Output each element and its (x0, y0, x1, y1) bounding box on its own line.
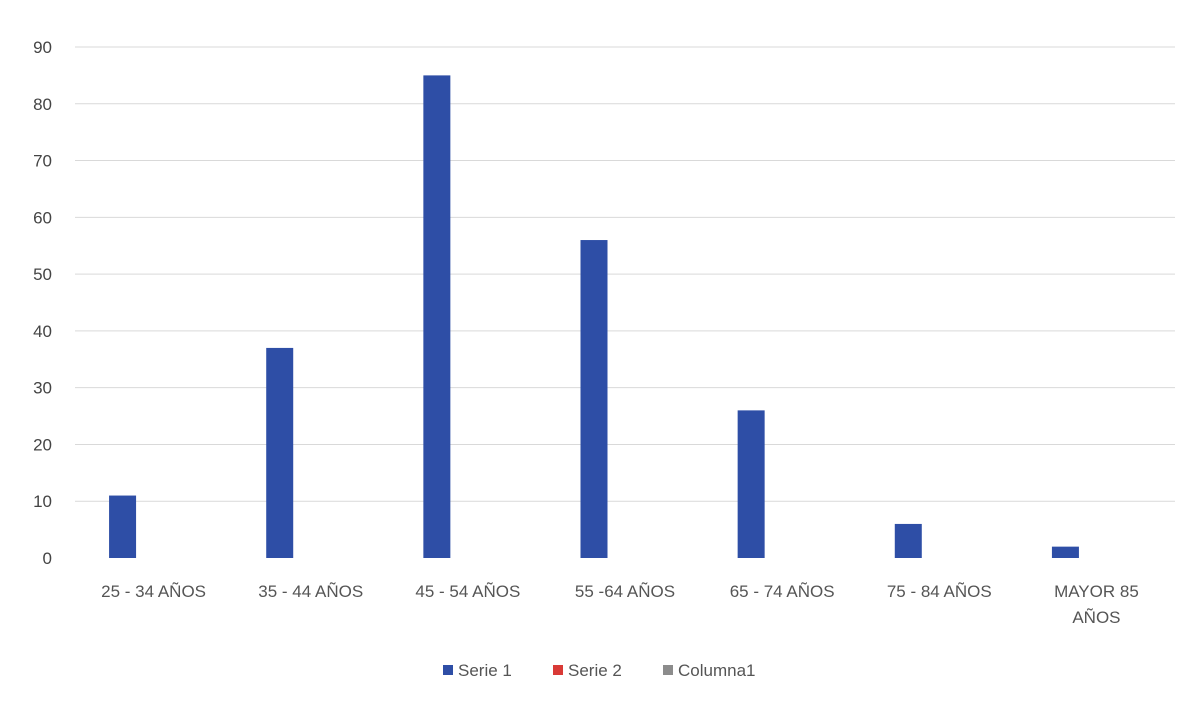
grid-layer (75, 46, 1175, 502)
bar-6-serie-1 (894, 523, 922, 558)
y-tick-label: 50 (33, 265, 52, 284)
bar-2-serie-1 (266, 347, 294, 558)
x-tick-label: MAYOR 85 (1054, 582, 1139, 601)
legend-label-1: Serie 1 (458, 661, 512, 680)
y-tick-label: 90 (33, 38, 52, 57)
y-tick-label: 60 (33, 208, 52, 227)
bar-5-serie-1 (737, 410, 765, 558)
x-axis-ticks: 25 - 34 AÑOS 35 - 44 AÑOS 45 - 54 AÑOS 55 -… (101, 582, 1139, 627)
legend-swatch-3 (663, 665, 673, 675)
x-tick-label: 25 - 34 AÑOS (101, 582, 206, 601)
y-tick-label: 70 (33, 152, 52, 171)
bar-7-serie-1 (1051, 546, 1079, 558)
bars (109, 75, 1079, 559)
legend: Serie 1 Serie 2 Columna1 (443, 661, 756, 680)
x-tick-label: 75 - 84 AÑOS (887, 582, 992, 601)
legend-swatch-1 (443, 665, 453, 675)
bar-3-serie-1 (423, 75, 451, 558)
y-tick-label: 30 (33, 379, 52, 398)
y-axis-ticks: 0 10 20 30 40 50 60 70 80 90 (33, 38, 52, 568)
x-tick-label: 35 - 44 AÑOS (258, 582, 363, 601)
y-tick-label: 40 (33, 322, 52, 341)
legend-label-3: Columna1 (678, 661, 756, 680)
y-tick-label: 10 (33, 492, 52, 511)
y-tick-label: 20 (33, 435, 52, 454)
y-tick-label: 0 (43, 549, 52, 568)
legend-label-2: Serie 2 (568, 661, 622, 680)
x-tick-label: 55 -64 AÑOS (575, 582, 675, 601)
bar-1-serie-1 (109, 495, 137, 558)
legend-swatch-2 (553, 665, 563, 675)
x-tick-label: 65 - 74 AÑOS (730, 582, 835, 601)
y-tick-label: 80 (33, 95, 52, 114)
x-tick-label: AÑOS (1072, 608, 1120, 627)
x-tick-label: 45 - 54 AÑOS (415, 582, 520, 601)
bar-4-serie-1 (580, 240, 608, 559)
